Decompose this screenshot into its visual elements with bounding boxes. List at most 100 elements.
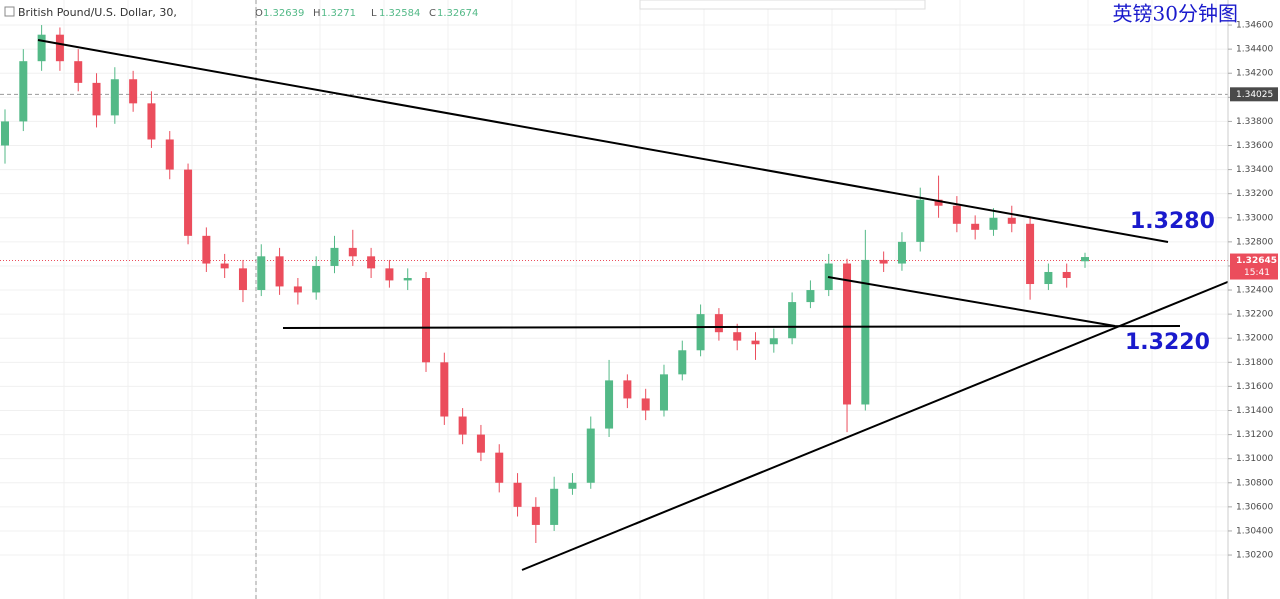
ohlc-key: L — [371, 8, 377, 19]
candle-body — [897, 241, 906, 264]
y-tick-label: 1.33000 — [1236, 213, 1273, 223]
y-tick-label: 1.31400 — [1236, 406, 1273, 416]
candle-body — [952, 205, 961, 224]
candle-body — [1062, 271, 1071, 278]
trend-lines — [37, 39, 1231, 571]
y-tick-label: 1.31200 — [1236, 430, 1273, 440]
candle-body — [129, 79, 138, 104]
annotation: 1.3280 — [1130, 209, 1215, 234]
candle-body — [238, 268, 247, 291]
candle-body — [733, 332, 742, 341]
candle-body — [1, 121, 9, 146]
candle-body — [605, 380, 614, 429]
last-price-tag — [1230, 253, 1278, 280]
candle-body — [788, 302, 797, 339]
candle-body — [202, 235, 211, 264]
y-tick-label: 1.30400 — [1236, 526, 1273, 536]
annotation: 1.3220 — [1125, 330, 1210, 355]
candle-body — [37, 34, 46, 62]
y-tick-label: 1.32000 — [1236, 334, 1273, 344]
y-tick-label: 1.34400 — [1236, 45, 1273, 55]
candle-body — [147, 103, 156, 140]
ohlc-key: C — [429, 8, 436, 19]
candle-body — [861, 259, 870, 405]
y-tick-label: 1.30800 — [1236, 478, 1273, 488]
symbol-icon[interactable] — [4, 6, 15, 17]
crosshair-tag — [1230, 87, 1278, 102]
last-price: 1.32645 — [1236, 256, 1277, 266]
candle-body — [568, 482, 577, 489]
candle-body — [678, 350, 687, 375]
candle-body — [184, 169, 193, 236]
y-tick-label: 1.32400 — [1236, 286, 1273, 296]
candle-body — [989, 217, 998, 230]
candle-body — [769, 338, 778, 345]
candle-body — [714, 314, 723, 333]
ohlc-value: 1.32639 — [263, 8, 304, 19]
candle-body — [1081, 257, 1089, 262]
ohlc-value: 1.32584 — [379, 8, 420, 19]
candle-body — [367, 256, 376, 269]
ohlc-value: 1.32674 — [437, 8, 478, 19]
candle-body — [458, 416, 467, 435]
candle-body — [916, 199, 925, 242]
candle-body — [879, 259, 888, 264]
candle-body — [330, 247, 339, 266]
y-tick-label: 1.30600 — [1236, 502, 1273, 512]
y-tick-label: 1.33400 — [1236, 165, 1273, 175]
y-tick-label: 1.33600 — [1236, 141, 1273, 151]
candle-body — [934, 199, 943, 206]
y-tick-label: 1.33200 — [1236, 189, 1273, 199]
vertical-grid — [63, 0, 1217, 599]
candle-body — [19, 61, 28, 122]
y-tick-label: 1.34600 — [1236, 21, 1273, 31]
trend-line — [827, 276, 1116, 327]
candle-body — [293, 286, 302, 293]
candle-body — [641, 398, 650, 411]
ohlc-key: O — [255, 8, 263, 19]
candle-body — [531, 506, 540, 525]
candle-body — [513, 482, 522, 507]
candle-body — [550, 488, 559, 525]
candle-body — [220, 263, 229, 269]
candle-body — [806, 290, 815, 303]
candle-body — [92, 82, 101, 116]
candle-body — [403, 277, 412, 281]
candle-body — [312, 265, 321, 293]
candle-body — [257, 256, 266, 291]
candle-body — [165, 139, 174, 170]
y-tick-label: 1.31800 — [1236, 358, 1273, 368]
candle-body — [1026, 223, 1035, 285]
symbol: British Pound/U.S. Dollar, 30, — [18, 6, 177, 19]
chart-title: 英镑30分钟图 — [1113, 2, 1238, 26]
candle-body — [696, 314, 705, 351]
trend-line — [521, 280, 1231, 571]
candle-body — [843, 263, 852, 405]
y-tick-label: 1.31600 — [1236, 382, 1273, 392]
y-tick-label: 1.32800 — [1236, 237, 1273, 247]
candle-body — [476, 434, 485, 453]
candle-body — [1044, 271, 1053, 285]
candle-body — [422, 277, 431, 363]
y-tick-label: 1.30200 — [1236, 551, 1273, 561]
trend-line — [37, 39, 1169, 243]
y-tick-label: 1.33800 — [1236, 117, 1273, 127]
ohlc-value: 1.3271 — [321, 8, 356, 19]
candle-body — [440, 362, 449, 417]
candle-body — [623, 380, 632, 399]
candle-body — [55, 34, 64, 62]
candle-body — [275, 256, 284, 287]
candle-body — [751, 340, 760, 345]
candle-body — [74, 61, 83, 83]
y-tick-label: 1.34200 — [1236, 69, 1273, 79]
toolbar[interactable] — [639, 0, 926, 10]
trend-line — [282, 325, 1181, 329]
countdown: 15:41 — [1244, 268, 1270, 278]
candle-body — [586, 428, 595, 483]
candle-body — [659, 374, 668, 411]
ohlc-key: H — [313, 8, 321, 19]
crosshair-price: 1.34025 — [1236, 90, 1273, 100]
candle-body — [348, 247, 357, 257]
candle-body — [385, 268, 394, 281]
